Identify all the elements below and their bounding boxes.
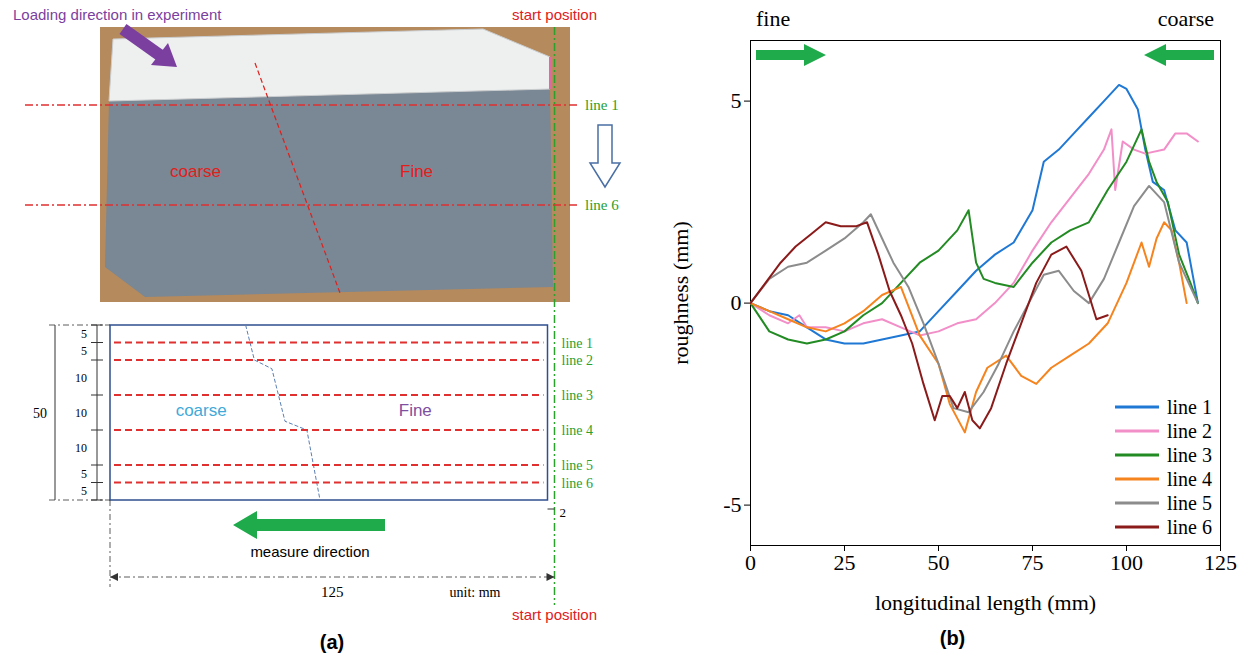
- svg-text:75: 75: [1022, 550, 1044, 575]
- svg-text:100: 100: [1110, 550, 1143, 575]
- svg-text:roughness (mm): roughness (mm): [668, 221, 693, 365]
- svg-text:2: 2: [560, 505, 567, 520]
- svg-text:125: 125: [1204, 550, 1237, 575]
- svg-text:Fine: Fine: [399, 401, 432, 420]
- svg-text:10: 10: [75, 441, 87, 455]
- html-text:fine: fine: [756, 6, 791, 31]
- svg-text:coarse: coarse: [170, 162, 221, 181]
- html-text:line 2: line 2: [1167, 419, 1212, 442]
- svg-text:25: 25: [834, 550, 856, 575]
- svg-text:coarse: coarse: [176, 401, 227, 420]
- svg-text:line 3: line 3: [562, 388, 594, 403]
- svg-text:0: 0: [745, 550, 756, 575]
- svg-text:0: 0: [731, 290, 742, 315]
- svg-text:line 1: line 1: [585, 97, 619, 113]
- svg-text:longitudinal length (mm): longitudinal length (mm): [875, 590, 1096, 615]
- svg-text:start position: start position: [512, 6, 597, 23]
- html-text:coarse: coarse: [1157, 6, 1214, 31]
- svg-text:50: 50: [33, 406, 47, 421]
- html-text:line 4: line 4: [1167, 467, 1212, 490]
- svg-text:5: 5: [81, 484, 87, 498]
- svg-text:line 6: line 6: [562, 476, 594, 491]
- html-text:line 5: line 5: [1167, 491, 1212, 514]
- svg-text:Fine: Fine: [400, 162, 433, 181]
- svg-text:(a): (a): [320, 631, 344, 653]
- svg-text:5: 5: [81, 467, 87, 481]
- svg-text:5: 5: [81, 344, 87, 358]
- svg-text:start position: start position: [512, 606, 597, 623]
- svg-text:line 4: line 4: [562, 423, 594, 438]
- svg-text:-5: -5: [723, 492, 741, 517]
- html-text:line 6: line 6: [1167, 515, 1212, 538]
- html-text:(b): (b): [939, 627, 966, 649]
- svg-text:5: 5: [81, 327, 87, 341]
- svg-text:125: 125: [321, 584, 344, 600]
- html-text:line 1: line 1: [1167, 395, 1212, 418]
- svg-text:line 6: line 6: [585, 197, 619, 213]
- svg-text:line 5: line 5: [562, 458, 594, 473]
- svg-text:10: 10: [75, 371, 87, 385]
- svg-text:line 2: line 2: [562, 353, 594, 368]
- html-text:line 3: line 3: [1167, 443, 1212, 466]
- svg-text:5: 5: [731, 88, 742, 113]
- svg-text:50: 50: [928, 550, 950, 575]
- svg-text:unit: mm: unit: mm: [450, 585, 501, 600]
- svg-text:Loading direction in experimen: Loading direction in experiment: [13, 6, 222, 23]
- svg-text:10: 10: [75, 406, 87, 420]
- svg-text:measure direction: measure direction: [250, 543, 369, 560]
- svg-text:line 1: line 1: [562, 336, 594, 351]
